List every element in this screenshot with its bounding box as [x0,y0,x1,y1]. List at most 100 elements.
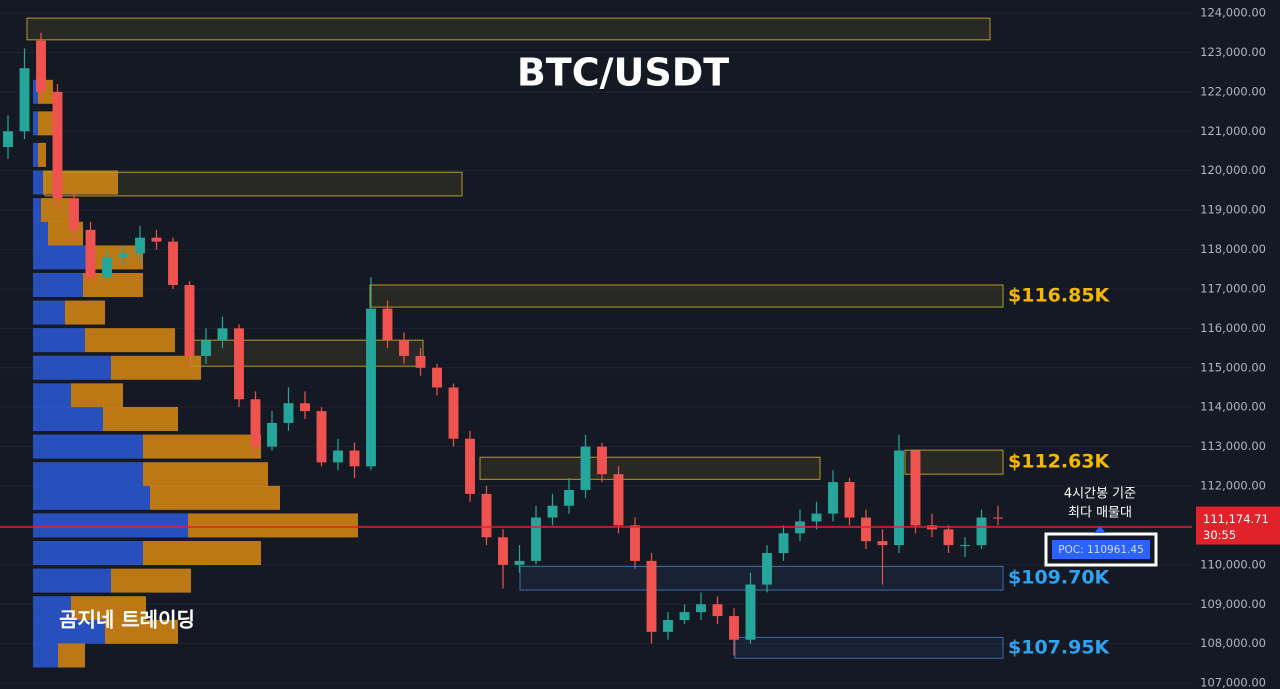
profile-sell [38,142,46,167]
y-tick-label: 124,000.00 [1200,6,1266,20]
candle-body [729,616,739,640]
candle-body [333,450,343,463]
profile-sell [105,619,178,644]
profile-buy [33,221,48,246]
candle-body [910,450,921,526]
y-tick-label: 114,000.00 [1200,400,1266,414]
candle-body [597,446,607,475]
zone [479,456,821,480]
candle-body [465,438,475,494]
candle-body [69,198,79,230]
candle-body [300,403,310,412]
candle-body [52,91,63,199]
candle-body [960,545,970,547]
candle-body [679,612,690,621]
candle-body [894,450,904,546]
profile-sell [188,513,358,538]
y-tick-label: 118,000.00 [1200,242,1266,256]
candle-body [547,505,558,518]
candles [3,32,1003,656]
poc-pointer [1094,526,1106,533]
profile-sell [111,568,191,593]
poc-label: POC: 110961.45 [1058,544,1144,556]
profile-buy [33,541,143,566]
zone [904,449,1004,475]
poc-badge [1052,540,1150,559]
candle-body [564,489,574,506]
candle-body [85,229,96,278]
candle-body [168,241,178,285]
annotation: 4시간봉 기준 [1064,487,1136,502]
profile-buy [33,245,88,270]
candle-body [844,482,855,518]
profile-buy [33,513,188,538]
candle-body [498,537,508,565]
last-price-badge [1196,506,1280,545]
profile-buy [33,111,38,136]
profile-buy [33,142,38,167]
candle-body [993,517,1003,519]
profile-buy [33,596,71,621]
zone-label: $107.95K [1008,636,1111,658]
candle-body [613,474,624,526]
poc-frame [1044,532,1158,567]
candle-body [217,328,228,341]
candle-body [316,411,327,463]
candle-body [432,367,442,388]
candle-body [481,493,492,538]
candle-body [828,482,838,514]
zone [369,284,1004,308]
profile-sell [88,245,143,270]
y-tick-label: 116,000.00 [1200,321,1266,335]
candle-body [762,553,772,585]
candle-body [151,237,162,242]
candle-body [778,533,789,554]
profile-buy [33,434,143,459]
zones: $116.85K $112.63K $109.70K $107.95K [26,17,1111,659]
profile-sell [65,300,105,325]
profile-buy [33,643,58,668]
zone [26,17,991,41]
candle-body [36,40,46,92]
candle-body [514,560,525,565]
y-tick-label: 119,000.00 [1200,203,1266,217]
y-tick-label: 122,000.00 [1200,84,1266,98]
candle-body [663,620,673,632]
profile-buy [33,79,38,104]
candle-body [135,237,145,254]
candle-body [366,308,376,467]
candle-body [102,257,112,278]
profile-sell [71,383,123,408]
y-tick-label: 109,000.00 [1200,597,1266,611]
candle-body [19,68,30,132]
y-tick-label: 115,000.00 [1200,360,1266,374]
candle-body [201,340,211,356]
candle-body [531,517,541,561]
profile-sell [85,328,175,353]
candle-body [745,584,756,640]
candle-body [250,399,261,447]
zone [519,565,1004,591]
candle-body [415,355,426,368]
profile-sell [103,406,178,431]
profile-sell [143,434,261,459]
profile-buy [33,328,85,353]
candle-body [976,517,987,546]
zone-label: $112.63K [1008,451,1111,473]
zone-label: $116.85K [1008,285,1111,307]
candle-body [382,308,393,341]
profile-sell [143,462,268,487]
profile-buy [33,568,111,593]
candle-body [399,340,409,356]
candle-body [448,387,459,439]
candle-body [696,604,706,613]
candle-body [646,560,657,632]
profile-buy [33,462,143,487]
y-tick-label: 121,000.00 [1200,124,1266,138]
candle-body [712,604,723,617]
profile-sell [58,643,85,668]
countdown: 30:55 [1203,528,1236,542]
y-tick-label: 123,000.00 [1200,45,1266,59]
